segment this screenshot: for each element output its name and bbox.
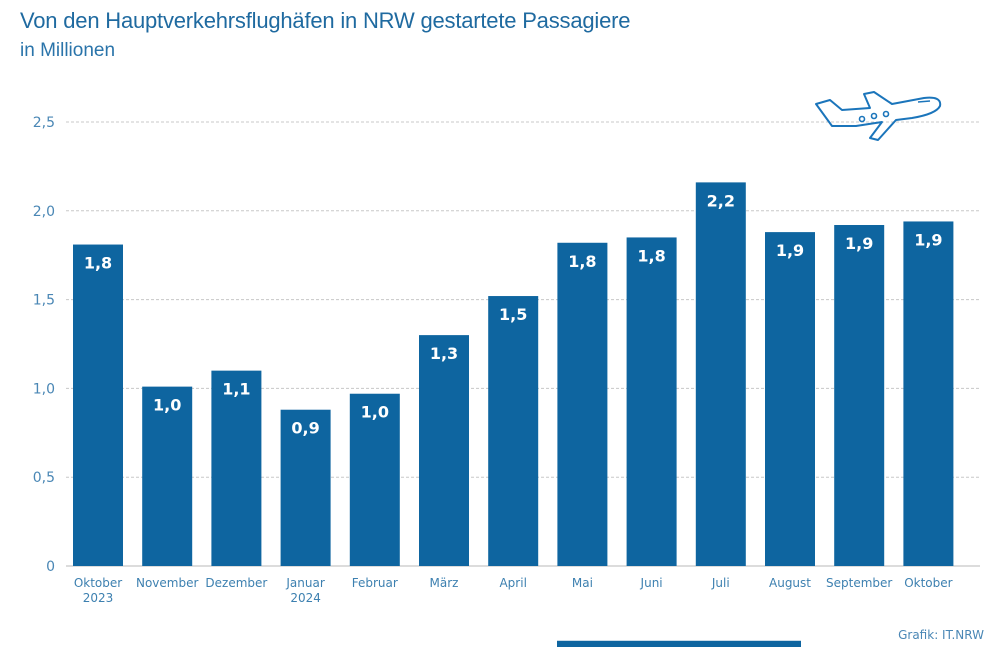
bar — [834, 225, 885, 566]
data-label: 1,0 — [361, 403, 389, 422]
x-tick-label: Dezember — [205, 576, 267, 590]
bar — [626, 237, 677, 566]
y-tick-label: 0 — [46, 559, 55, 575]
data-label: 1,8 — [637, 246, 665, 265]
y-tick-label: 1,0 — [33, 381, 55, 397]
x-tick-label: Januar 2024 — [285, 576, 324, 605]
y-tick-label: 2,5 — [33, 115, 55, 131]
x-tick-label: April — [499, 576, 526, 590]
decorative-bar — [557, 640, 801, 647]
data-label: 1,5 — [499, 305, 527, 324]
bar — [211, 370, 262, 566]
data-label: 1,8 — [568, 252, 596, 271]
x-axis: Oktober 2023 November Dezember Januar 2024 Feb… — [74, 576, 953, 605]
data-label: 0,9 — [291, 419, 319, 438]
bar — [557, 242, 608, 566]
x-tick-label: März — [430, 576, 459, 590]
data-label: 1,8 — [84, 254, 112, 273]
x-tick-label: Oktober — [904, 576, 952, 590]
bar — [73, 244, 123, 566]
bar — [349, 393, 400, 566]
data-label: 1,9 — [914, 230, 942, 249]
x-tick-label: November — [136, 576, 198, 590]
bars: 1,8 1,0 1,1 0,9 1,0 1,3 1,5 1,8 1,8 2,2 1,9 1,9 1,9 — [73, 182, 954, 566]
bar — [488, 296, 539, 566]
bar — [142, 386, 193, 566]
x-tick-label: Juni — [640, 576, 663, 590]
x-tick-label: September — [826, 576, 892, 590]
chart-title: Von den Hauptverkehrsflughäfen in NRW ge… — [20, 8, 631, 33]
y-tick-label: 2,0 — [33, 204, 55, 220]
x-tick-label: Februar — [352, 576, 398, 590]
bar — [903, 221, 954, 566]
x-tick-label: Mai — [572, 576, 593, 590]
bar — [765, 232, 815, 566]
data-label: 1,3 — [430, 344, 458, 363]
x-tick-label: Juli — [711, 576, 730, 590]
data-label: 1,1 — [222, 380, 250, 399]
data-label: 1,9 — [845, 234, 873, 253]
data-label: 1,9 — [776, 241, 804, 260]
y-tick-label: 1,5 — [33, 293, 55, 309]
bar — [419, 335, 469, 566]
airplane-icon — [815, 91, 942, 141]
data-label: 2,2 — [707, 191, 735, 210]
x-tick-label: Oktober 2023 — [74, 576, 122, 605]
y-tick-label: 0,5 — [33, 470, 55, 486]
data-label: 1,0 — [153, 396, 181, 415]
x-tick-label: August — [769, 576, 811, 590]
bar — [280, 409, 331, 566]
y-axis: 0 0,5 1,0 1,5 2,0 2,5 — [33, 115, 55, 575]
bar — [695, 182, 746, 566]
chart-subtitle: in Millionen — [20, 40, 116, 61]
source-credit: Grafik: IT.NRW — [898, 628, 984, 642]
